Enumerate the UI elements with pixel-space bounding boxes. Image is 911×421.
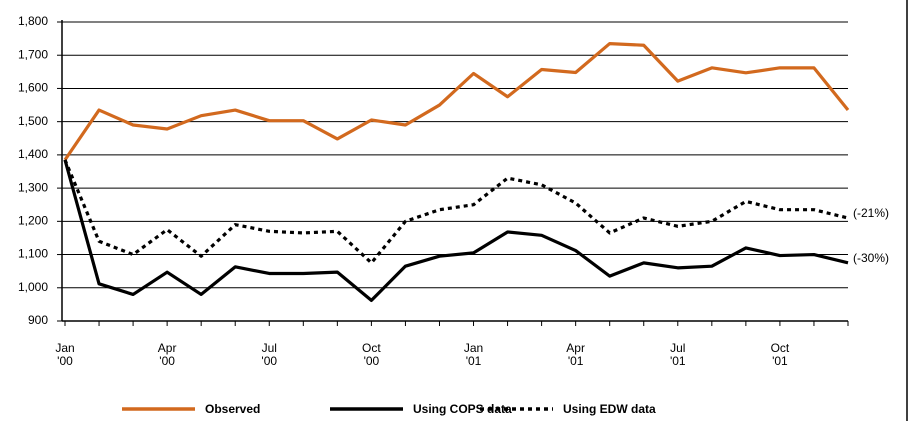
legend-label: Using EDW data xyxy=(563,402,656,416)
y-tick-label: 1,400 xyxy=(18,147,48,161)
x-tick-label: Jan '00 xyxy=(55,341,75,368)
legend-label: Observed xyxy=(205,402,260,416)
x-tick-label: Jan '01 xyxy=(463,341,484,368)
y-tick-label: 1,300 xyxy=(18,180,48,194)
annotation: (-30%) xyxy=(853,251,889,265)
y-tick-label: 1,600 xyxy=(18,81,48,95)
series-line xyxy=(63,41,850,161)
x-tick-label: Apr '01 xyxy=(566,341,585,368)
x-tick-label: Jul '01 xyxy=(669,341,686,368)
y-tick-label: 1,000 xyxy=(18,280,48,294)
legend-label: Using COPS data xyxy=(413,402,512,416)
series-line xyxy=(63,159,849,302)
y-tick-label: 900 xyxy=(28,313,48,327)
x-tick-label: Apr '00 xyxy=(157,341,177,368)
x-tick-label: Oct '01 xyxy=(770,341,790,368)
annotation: (-21%) xyxy=(853,206,889,220)
x-tick-label: Oct '00 xyxy=(362,341,381,368)
y-tick-label: 1,100 xyxy=(18,247,48,261)
y-tick-label: 1,700 xyxy=(18,47,48,61)
y-tick-label: 1,800 xyxy=(18,14,48,28)
y-tick-label: 1,500 xyxy=(18,114,48,128)
series-line xyxy=(63,159,849,265)
y-tick-label: 1,200 xyxy=(18,214,48,228)
x-tick-label: Jul '00 xyxy=(261,341,278,368)
